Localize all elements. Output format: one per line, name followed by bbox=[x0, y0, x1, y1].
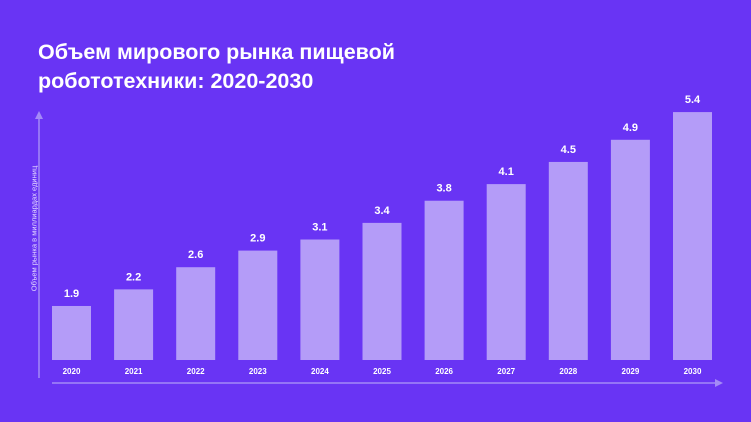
data-label: 2.2 bbox=[126, 271, 141, 283]
data-label: 4.5 bbox=[561, 144, 576, 156]
bar-2027 bbox=[486, 184, 526, 360]
bar-2026 bbox=[424, 200, 464, 360]
x-tick-label: 2026 bbox=[435, 367, 453, 376]
x-tick-label: 2027 bbox=[497, 367, 515, 376]
x-axis-arrow bbox=[715, 379, 723, 387]
bar-2030 bbox=[673, 112, 712, 361]
x-tick-label: 2024 bbox=[311, 367, 329, 376]
bar-2021 bbox=[114, 289, 154, 360]
data-label: 4.1 bbox=[499, 166, 514, 178]
x-tick-label: 2020 bbox=[63, 367, 81, 376]
bar-2029 bbox=[610, 139, 650, 360]
x-tick-label: 2021 bbox=[125, 367, 143, 376]
bar-2024 bbox=[300, 239, 340, 360]
data-label: 4.9 bbox=[623, 122, 638, 134]
bar-2023 bbox=[238, 250, 278, 360]
data-label: 2.6 bbox=[188, 249, 203, 261]
bar-2022 bbox=[176, 267, 216, 360]
data-label: 3.1 bbox=[312, 222, 327, 234]
data-label: 3.8 bbox=[436, 183, 451, 195]
x-tick-label: 2025 bbox=[373, 367, 391, 376]
bar-2025 bbox=[362, 222, 402, 360]
x-tick-label: 2030 bbox=[684, 367, 702, 376]
data-label: 2.9 bbox=[250, 233, 265, 245]
x-tick-label: 2023 bbox=[249, 367, 267, 376]
bar-2028 bbox=[548, 161, 588, 360]
data-label: 5.4 bbox=[685, 94, 701, 106]
data-label: 1.9 bbox=[64, 288, 79, 300]
x-tick-label: 2022 bbox=[187, 367, 205, 376]
x-tick-label: 2028 bbox=[559, 367, 577, 376]
bar-2020 bbox=[52, 305, 91, 360]
chart-title: Объем мирового рынка пищевой робототехни… bbox=[38, 40, 395, 93]
y-axis-arrow bbox=[35, 111, 43, 119]
data-label: 3.4 bbox=[374, 205, 390, 217]
x-tick-label: 2029 bbox=[622, 367, 640, 376]
